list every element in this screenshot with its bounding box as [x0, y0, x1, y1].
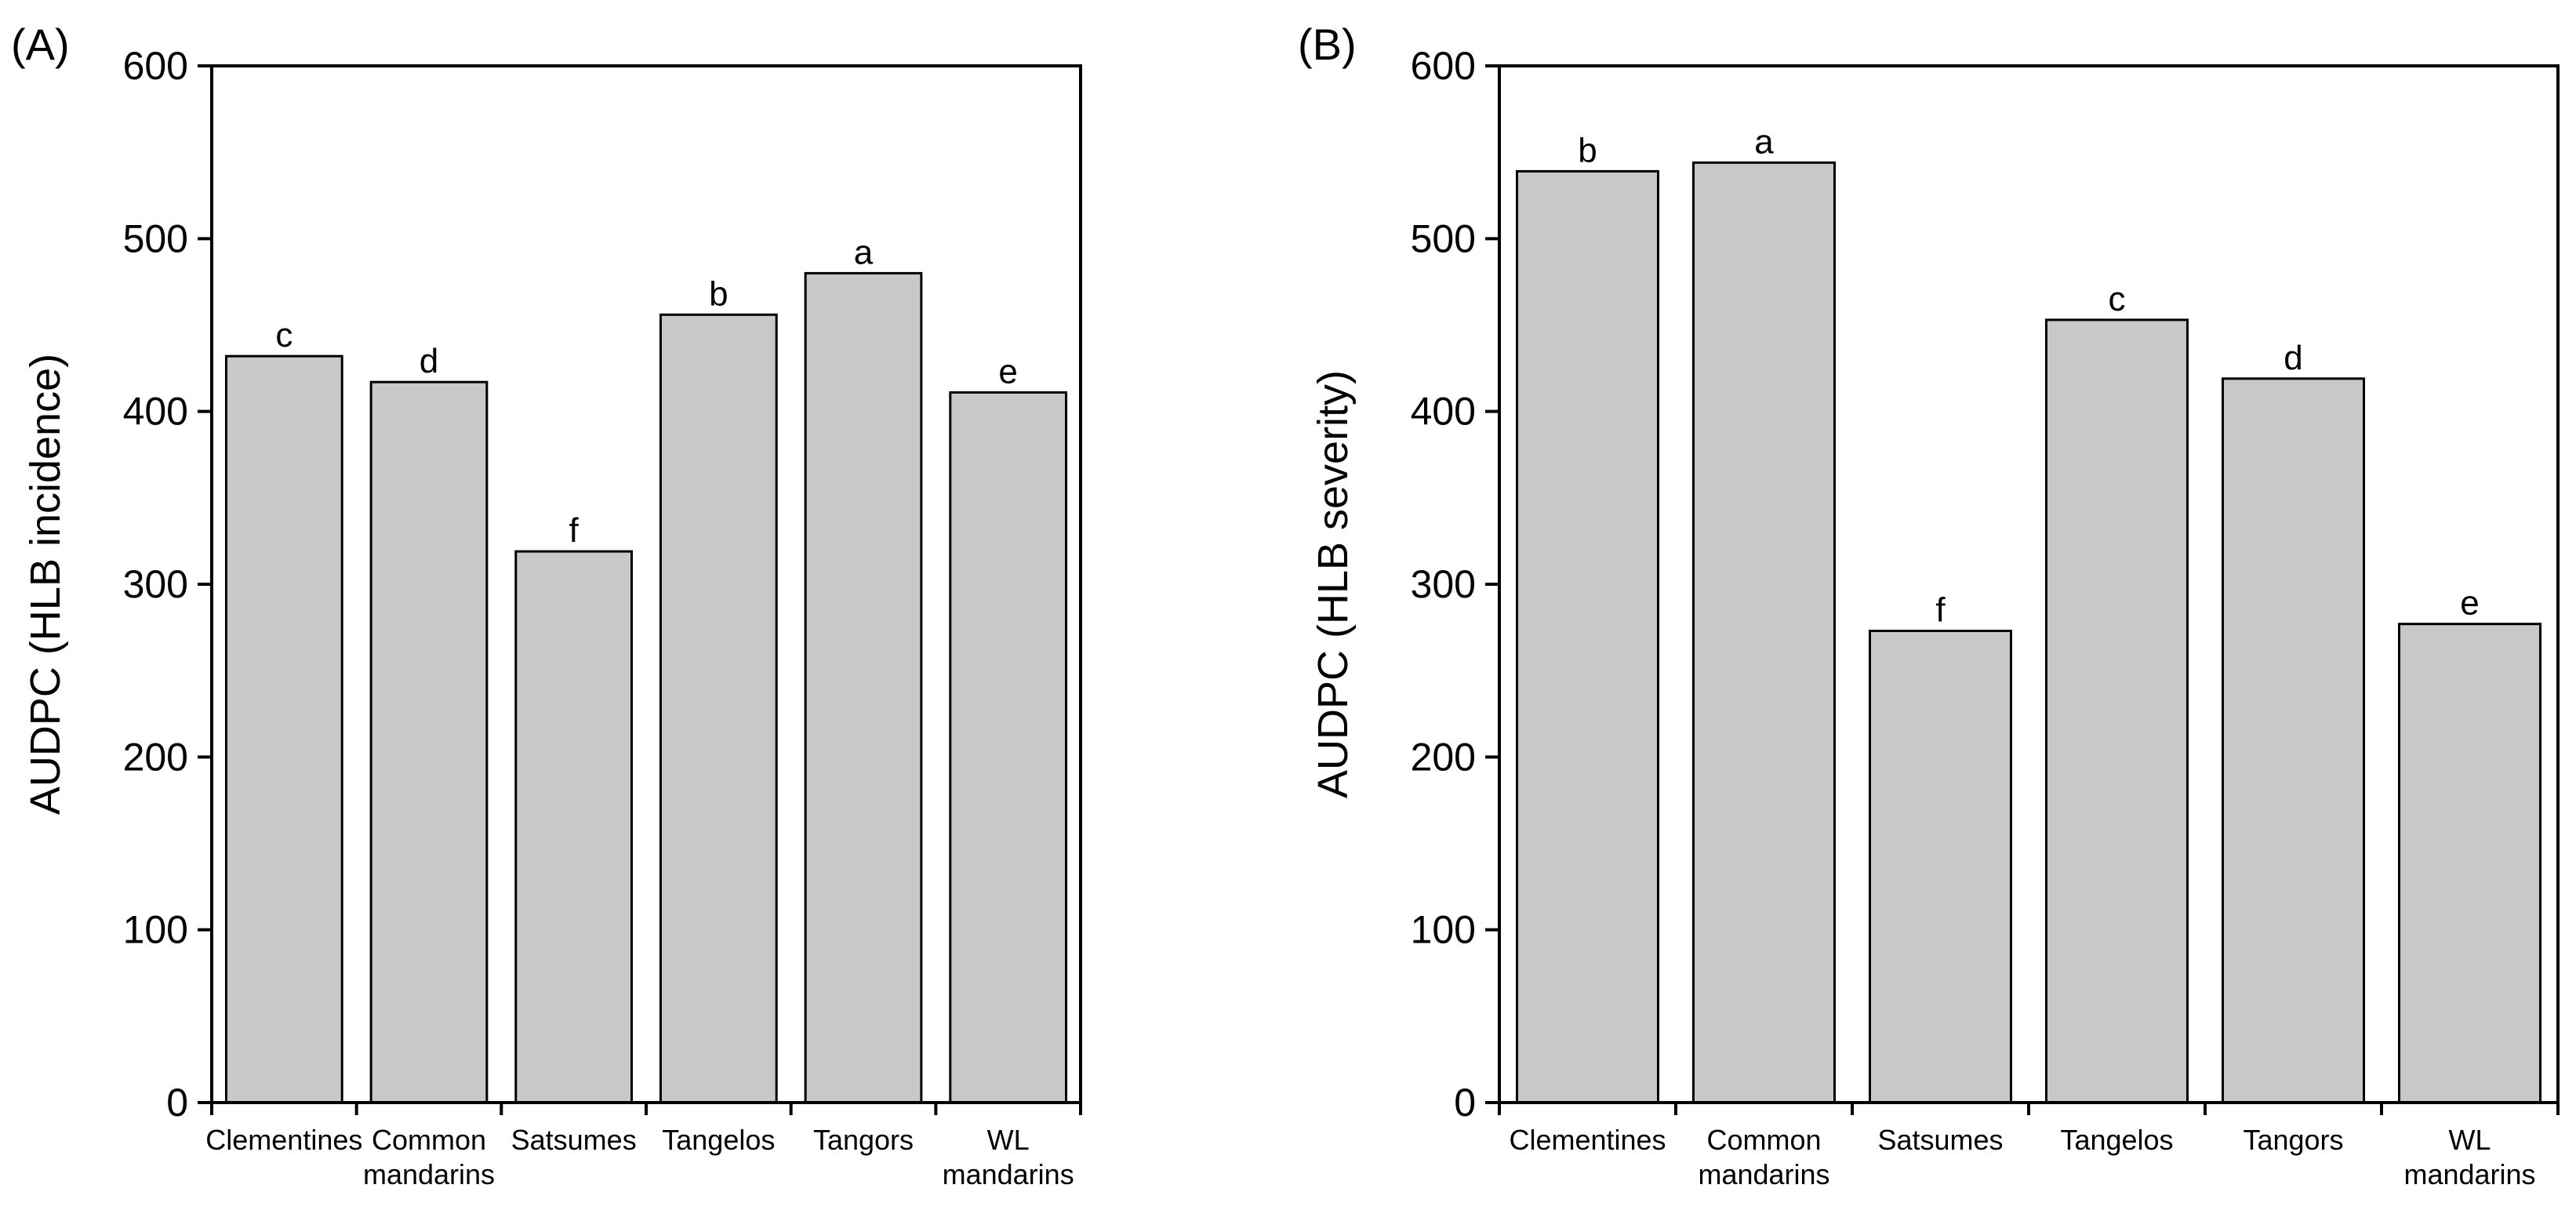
panel-b-xtick-label-2-line-0: Satsumes — [1877, 1124, 2003, 1156]
panel-a-xtick-label-0-line-0: Clementines — [205, 1124, 362, 1156]
panel-a-ytick-label-1: 100 — [123, 908, 188, 952]
panel-a-bar-3 — [659, 313, 778, 1104]
panel-b-xtick-label-5: WL mandarins — [2403, 1124, 2535, 1190]
panel-a-xtick-label-5: WL mandarins — [943, 1124, 1074, 1190]
panel-b-bar-1 — [1692, 161, 1836, 1104]
panel-a-bar-2 — [514, 550, 634, 1104]
panel-b-xtick-label-1-line-1: mandarins — [1698, 1158, 1829, 1190]
panel-b-severity-chart: (B) 0 100 200 300 400 500 600 AUDPC (HLB severit… — [1298, 20, 2560, 1190]
panel-b-letter-0: b — [1578, 131, 1597, 169]
panel-a-bar-0 — [224, 354, 343, 1104]
panel-a-xtick-label-1: Common mandarins — [363, 1124, 495, 1190]
panel-b-letter-4: d — [2284, 339, 2302, 377]
panel-b-bar-5 — [2398, 623, 2541, 1104]
panel-b-xtick-label-4: Tangors — [2243, 1124, 2343, 1156]
panel-a-xtick-label-2: Satsumes — [511, 1124, 637, 1156]
panel-b-bar-2 — [1869, 629, 2012, 1104]
panel-b-xtick-label-0-line-0: Clementines — [1509, 1124, 1666, 1156]
panel-a-xtick-label-0: Clementines — [205, 1124, 362, 1156]
panel-b-bar-4 — [2222, 377, 2365, 1104]
panel-b-letter-1: a — [1754, 122, 1774, 161]
panel-b-xtick-label-0: Clementines — [1509, 1124, 1666, 1156]
panel-b-bar-3 — [2045, 318, 2189, 1104]
panel-b-letter-5: e — [2460, 584, 2479, 623]
panel-b-xtick-label-4-line-0: Tangors — [2243, 1124, 2343, 1156]
panel-b-bar-0 — [1516, 169, 1659, 1104]
panel-b-xtick-label-2: Satsumes — [1877, 1124, 2003, 1156]
panel-a-ytick-label-6: 600 — [123, 44, 188, 88]
panel-b-ytick-label-1: 100 — [1411, 908, 1476, 952]
panel-b-xtick-label-1: Common mandarins — [1698, 1124, 1829, 1190]
panel-b-ytick-label-6: 600 — [1411, 44, 1476, 88]
panel-b-xtick-label-3: Tangelos — [2060, 1124, 2173, 1156]
panel-a-letter-3: b — [709, 274, 728, 313]
panel-a-ytick-label-3: 300 — [123, 562, 188, 606]
panel-a-ytick-label-0: 0 — [166, 1081, 188, 1125]
panel-a-bar-1 — [369, 380, 489, 1104]
panel-b-ylabel: AUDPC (HLB severity) — [1310, 370, 1357, 798]
panel-b-ytick-label-5: 500 — [1411, 216, 1476, 260]
panel-a-letter-4: a — [854, 233, 874, 271]
panel-a-xtick-label-2-line-0: Satsumes — [511, 1124, 637, 1156]
panel-a-bar-5 — [949, 391, 1068, 1104]
panel-b-xtick-label-5-line-0: WL — [2449, 1124, 2491, 1156]
panel-b-xtick-label-1-line-0: Common — [1706, 1124, 1821, 1156]
panel-b-xtick-label-3-line-0: Tangelos — [2060, 1124, 2173, 1156]
panel-a-ytick-label-2: 200 — [123, 735, 188, 779]
panel-a-letter-5: e — [998, 352, 1017, 391]
panel-b-ytick-label-2: 200 — [1411, 735, 1476, 779]
panel-a-label: (A) — [11, 20, 70, 69]
panel-a-xtick-label-1-line-0: Common — [372, 1124, 486, 1156]
panel-a-ytick-label-4: 400 — [123, 390, 188, 434]
panel-a-xtick-label-5-line-0: WL — [987, 1124, 1030, 1156]
panel-b-label: (B) — [1298, 20, 1357, 69]
panel-b-letter-2: f — [1935, 591, 1946, 629]
panel-a-xtick-label-1-line-1: mandarins — [363, 1158, 495, 1190]
panel-a-incidence-chart: (A) 0 100 200 300 400 500 600 AUDPC (HLB inciden… — [11, 20, 1082, 1190]
panel-b-ytick-label-3: 300 — [1411, 562, 1476, 606]
panel-a-ylabel: AUDPC (HLB incidence) — [22, 354, 69, 815]
panel-a-ytick-label-5: 500 — [123, 216, 188, 260]
panel-a-xtick-label-5-line-1: mandarins — [943, 1158, 1074, 1190]
panel-a-xtick-label-4: Tangors — [813, 1124, 914, 1156]
panel-a-xtick-label-3-line-0: Tangelos — [662, 1124, 775, 1156]
panel-b-letter-3: c — [2109, 280, 2126, 318]
panel-b-ytick-label-0: 0 — [1454, 1081, 1476, 1125]
panel-a-bar-4 — [804, 271, 923, 1104]
panel-a-letter-1: d — [420, 342, 438, 380]
panel-b-ytick-label-4: 400 — [1411, 390, 1476, 434]
panel-a-letter-2: f — [569, 511, 580, 550]
panel-a-letter-0: c — [275, 316, 292, 354]
panel-a-xtick-label-3: Tangelos — [662, 1124, 775, 1156]
panel-b-xtick-label-5-line-1: mandarins — [2403, 1158, 2535, 1190]
panel-a-xtick-label-4-line-0: Tangors — [813, 1124, 914, 1156]
